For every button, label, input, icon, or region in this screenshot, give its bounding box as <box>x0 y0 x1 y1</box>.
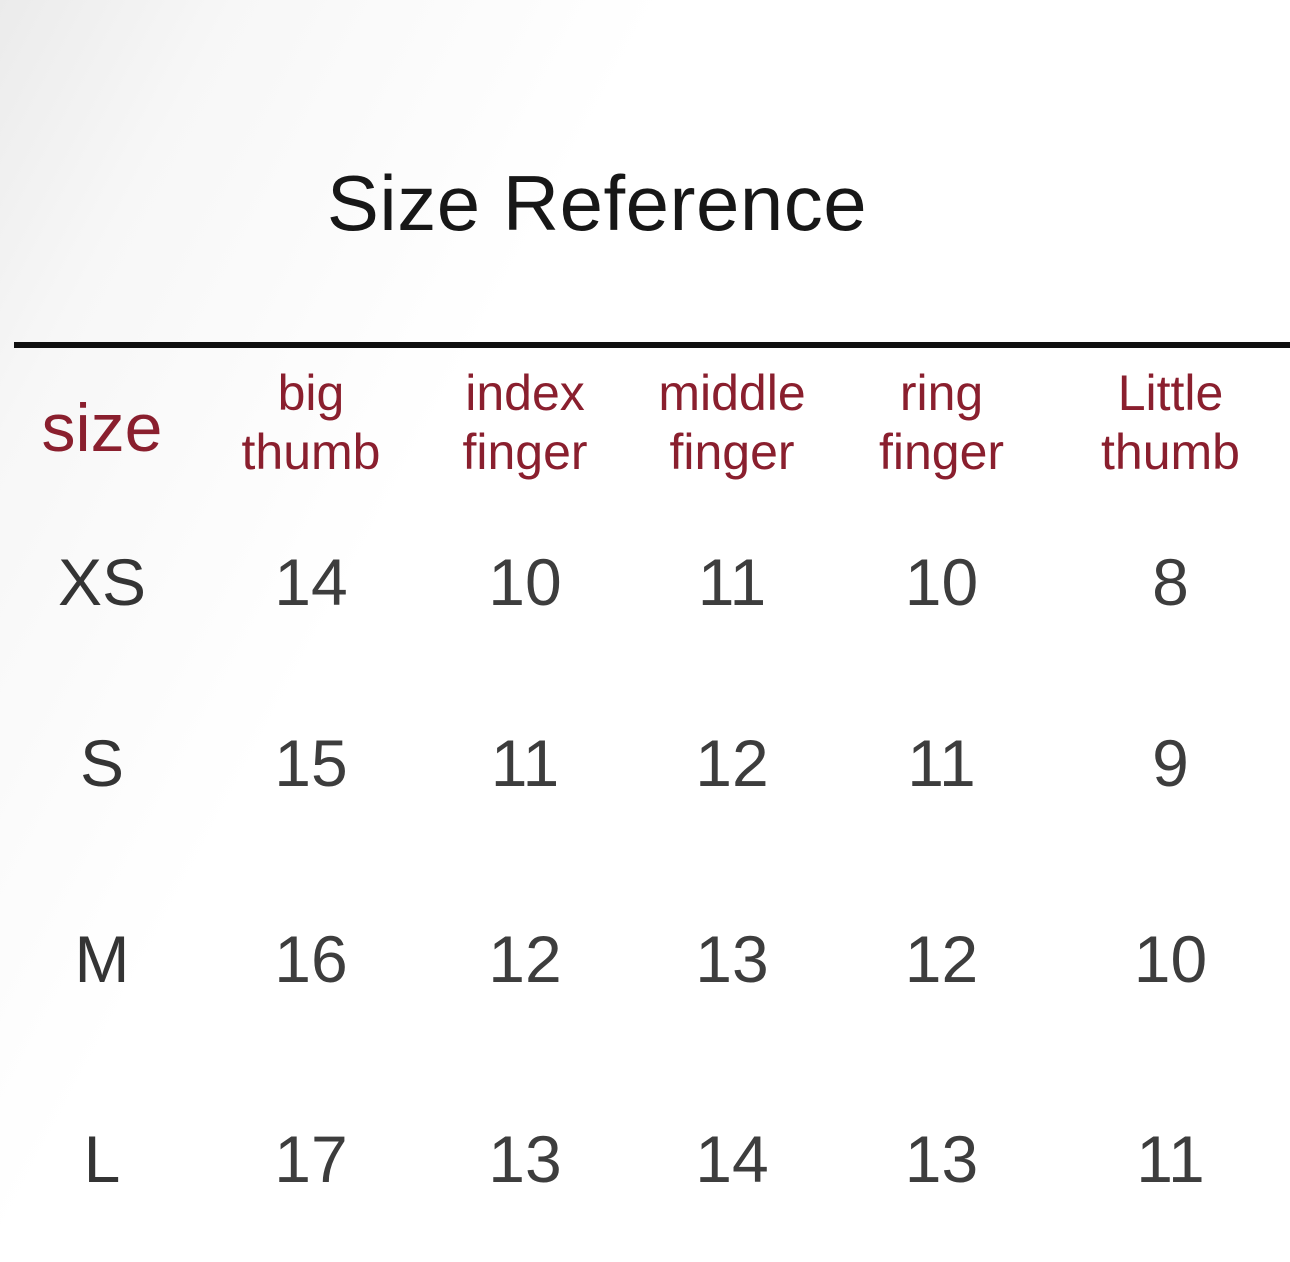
cell-xs-big-thumb: 14 <box>274 545 348 619</box>
column-header-big-thumb: big thumb <box>204 348 418 498</box>
column-header-ring-finger: ring finger <box>832 348 1051 498</box>
column-header-middle-finger: middle finger <box>632 348 832 498</box>
column-header-label: ring <box>899 365 984 421</box>
column-header-label: finger <box>878 424 1005 480</box>
column-header-label: Little <box>1117 365 1224 421</box>
column-header-label: middle <box>658 365 806 421</box>
cell-s-big-thumb: 15 <box>274 726 348 800</box>
column-header-size: size <box>0 348 204 498</box>
cell-l-ring-finger: 13 <box>904 1122 979 1196</box>
cell-xs-index-finger: 10 <box>488 545 562 619</box>
header-divider-line <box>14 342 1290 348</box>
page-title: Size Reference <box>326 159 868 247</box>
column-header-label: index <box>465 365 585 421</box>
column-header-little-thumb: Little thumb <box>1051 348 1290 498</box>
cell-xs-little-thumb: 8 <box>1152 545 1189 619</box>
column-header-label: finger <box>669 424 795 480</box>
cell-s-index-finger: 11 <box>490 726 560 800</box>
cell-xs-middle-finger: 11 <box>697 545 767 619</box>
size-reference-table: size big thumb index finger middle finge… <box>0 348 1290 1260</box>
column-header-label: thumb <box>1101 424 1240 480</box>
column-header-label: finger <box>462 424 588 480</box>
cell-l-big-thumb: 17 <box>274 1122 348 1196</box>
column-header-label: big <box>277 365 345 421</box>
column-header-label: size <box>41 390 163 466</box>
cell-m-middle-finger: 13 <box>695 922 769 996</box>
cell-s-ring-finger: 11 <box>907 726 976 800</box>
row-label-s: S <box>79 726 125 800</box>
column-header-index-finger: index finger <box>418 348 632 498</box>
cell-s-middle-finger: 12 <box>695 726 769 800</box>
row-label-m: M <box>74 922 130 996</box>
cell-s-little-thumb: 9 <box>1152 726 1189 800</box>
cell-l-little-thumb: 11 <box>1136 1122 1205 1196</box>
cell-m-little-thumb: 10 <box>1133 922 1208 996</box>
cell-l-index-finger: 13 <box>488 1122 562 1196</box>
row-label-l: L <box>83 1122 121 1196</box>
cell-m-ring-finger: 12 <box>904 922 979 996</box>
cell-l-middle-finger: 14 <box>695 1122 769 1196</box>
row-label-xs: XS <box>57 545 147 619</box>
cell-m-index-finger: 12 <box>488 922 562 996</box>
cell-xs-ring-finger: 10 <box>904 545 979 619</box>
column-header-label: thumb <box>241 424 381 480</box>
cell-m-big-thumb: 16 <box>274 922 348 996</box>
